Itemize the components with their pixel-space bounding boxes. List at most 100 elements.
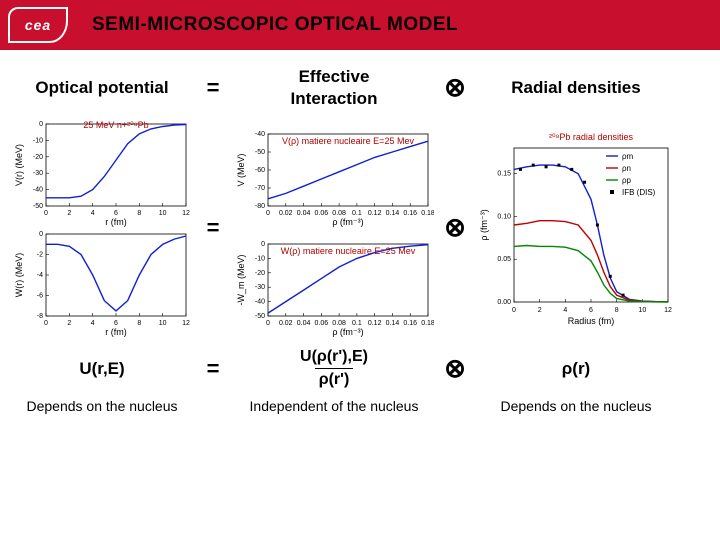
radial-densities-label: Radial densities: [511, 77, 640, 99]
tensor-op-3: ⊗: [444, 354, 466, 384]
svg-text:0.18: 0.18: [421, 320, 434, 327]
svg-text:-30: -30: [255, 284, 265, 291]
svg-text:-50: -50: [255, 313, 265, 320]
svg-text:0.08: 0.08: [332, 210, 346, 217]
svg-text:6: 6: [589, 307, 593, 314]
charts-row: -50-40-30-20-100024681012V(r) (MeV)r (fm…: [12, 118, 708, 338]
svg-text:-6: -6: [37, 293, 43, 300]
svg-text:2: 2: [538, 307, 542, 314]
svg-text:0.10: 0.10: [497, 214, 511, 221]
svg-text:0.1: 0.1: [352, 320, 362, 327]
content-area: Optical potential = Effective Interactio…: [0, 50, 720, 423]
caption-row: Depends on the nucleus Independent of th…: [12, 397, 708, 415]
svg-text:-60: -60: [255, 167, 265, 174]
svg-text:0.02: 0.02: [279, 320, 293, 327]
svg-text:0.05: 0.05: [497, 256, 511, 263]
svg-text:12: 12: [182, 320, 190, 327]
svg-text:-40: -40: [255, 299, 265, 306]
svg-text:25 MeV n+²⁰⁸Pb: 25 MeV n+²⁰⁸Pb: [83, 120, 148, 130]
equals-op-1: =: [207, 75, 220, 101]
fraction-numerator: U(ρ(r'),E): [296, 348, 372, 368]
svg-text:0: 0: [39, 121, 43, 128]
svg-text:r (fm): r (fm): [105, 327, 127, 337]
svg-text:8: 8: [137, 210, 141, 217]
effective-interaction-charts: -80-70-60-50-4000.020.040.060.080.10.120…: [234, 118, 434, 338]
svg-text:0.14: 0.14: [386, 320, 400, 327]
svg-text:2: 2: [67, 210, 71, 217]
svg-text:0: 0: [44, 320, 48, 327]
svg-text:0.1: 0.1: [352, 210, 362, 217]
svg-text:12: 12: [664, 307, 672, 314]
svg-text:-40: -40: [255, 131, 265, 138]
svg-text:0.14: 0.14: [386, 210, 400, 217]
svg-text:4: 4: [91, 320, 95, 327]
svg-text:ρn: ρn: [622, 164, 631, 173]
fraction: U(ρ(r'),E) ρ(r'): [296, 348, 372, 389]
svg-text:ρ (fm⁻³): ρ (fm⁻³): [479, 210, 489, 241]
svg-text:-10: -10: [33, 138, 43, 145]
fraction-denominator: ρ(r'): [315, 368, 354, 389]
effective-interaction-label: Effective Interaction: [291, 66, 378, 110]
u-of-r-e-label: U(r,E): [79, 358, 124, 380]
svg-text:0.06: 0.06: [315, 320, 329, 327]
svg-text:-20: -20: [33, 154, 43, 161]
svg-text:10: 10: [159, 210, 167, 217]
chart-radial-densities: 0.000.050.100.15024681012ρ (fm⁻³)Radius …: [476, 128, 676, 328]
svg-text:0: 0: [39, 231, 43, 238]
caption-mid: Independent of the nucleus: [250, 397, 419, 415]
chart-w-of-r: -8-6-4-20024681012W(r) (MeV)r (fm): [12, 228, 192, 338]
svg-text:6: 6: [114, 210, 118, 217]
svg-text:-70: -70: [255, 185, 265, 192]
svg-text:-50: -50: [255, 149, 265, 156]
svg-text:8: 8: [615, 307, 619, 314]
svg-text:0.18: 0.18: [421, 210, 434, 217]
caption-right: Depends on the nucleus: [501, 397, 652, 415]
svg-text:0.15: 0.15: [497, 171, 511, 178]
chart-v-of-rho: -80-70-60-50-4000.020.040.060.080.10.120…: [234, 118, 434, 228]
svg-text:8: 8: [137, 320, 141, 327]
svg-text:-30: -30: [33, 170, 43, 177]
svg-text:0: 0: [266, 320, 270, 327]
svg-text:0.16: 0.16: [403, 320, 417, 327]
svg-text:ρp: ρp: [622, 176, 632, 185]
svg-text:4: 4: [563, 307, 567, 314]
caption-left: Depends on the nucleus: [27, 397, 178, 415]
cea-logo: cea: [8, 7, 68, 43]
svg-text:0.08: 0.08: [332, 320, 346, 327]
svg-text:r (fm): r (fm): [105, 217, 127, 227]
rho-of-r-label: ρ(r): [562, 358, 590, 380]
svg-text:W(r) (MeV): W(r) (MeV): [14, 253, 24, 298]
tensor-op-1: ⊗: [444, 73, 466, 103]
equation-row-2: U(r,E) = U(ρ(r'),E) ρ(r') ⊗ ρ(r): [12, 348, 708, 389]
svg-text:²⁰⁸Pb radial densities: ²⁰⁸Pb radial densities: [549, 132, 633, 142]
equation-row-1: Optical potential = Effective Interactio…: [12, 66, 708, 110]
optical-potential-charts: -50-40-30-20-100024681012V(r) (MeV)r (fm…: [12, 118, 192, 338]
svg-text:-8: -8: [37, 313, 43, 320]
svg-text:0.00: 0.00: [497, 299, 511, 306]
page-title: SEMI-MICROSCOPIC OPTICAL MODEL: [92, 14, 458, 36]
svg-text:10: 10: [159, 320, 167, 327]
svg-text:-W_m (MeV): -W_m (MeV): [236, 255, 246, 306]
svg-text:-2: -2: [37, 252, 43, 259]
svg-text:IFB (DIS): IFB (DIS): [622, 188, 656, 197]
svg-text:W(ρ) matiere nucleaire E=25 Me: W(ρ) matiere nucleaire E=25 Mev: [281, 246, 416, 256]
tensor-op-2: ⊗: [444, 213, 466, 243]
svg-text:0: 0: [266, 210, 270, 217]
svg-text:Radius (fm): Radius (fm): [568, 316, 615, 326]
svg-text:-4: -4: [37, 272, 43, 279]
logo-text: cea: [25, 17, 51, 33]
svg-text:10: 10: [638, 307, 646, 314]
svg-text:0: 0: [44, 210, 48, 217]
svg-text:0.12: 0.12: [368, 210, 382, 217]
radial-densities-chart-container: 0.000.050.100.15024681012ρ (fm⁻³)Radius …: [476, 128, 676, 328]
svg-text:ρ (fm⁻³): ρ (fm⁻³): [332, 217, 363, 227]
svg-text:-50: -50: [33, 203, 43, 210]
svg-text:-40: -40: [33, 187, 43, 194]
svg-text:2: 2: [67, 320, 71, 327]
svg-text:0.04: 0.04: [297, 210, 311, 217]
svg-text:-20: -20: [255, 270, 265, 277]
svg-text:ρm: ρm: [622, 152, 634, 161]
chart-w-of-rho: -50-40-30-20-10000.020.040.060.080.10.12…: [234, 228, 434, 338]
svg-text:ρ (fm⁻³): ρ (fm⁻³): [332, 327, 363, 337]
svg-text:0.16: 0.16: [403, 210, 417, 217]
